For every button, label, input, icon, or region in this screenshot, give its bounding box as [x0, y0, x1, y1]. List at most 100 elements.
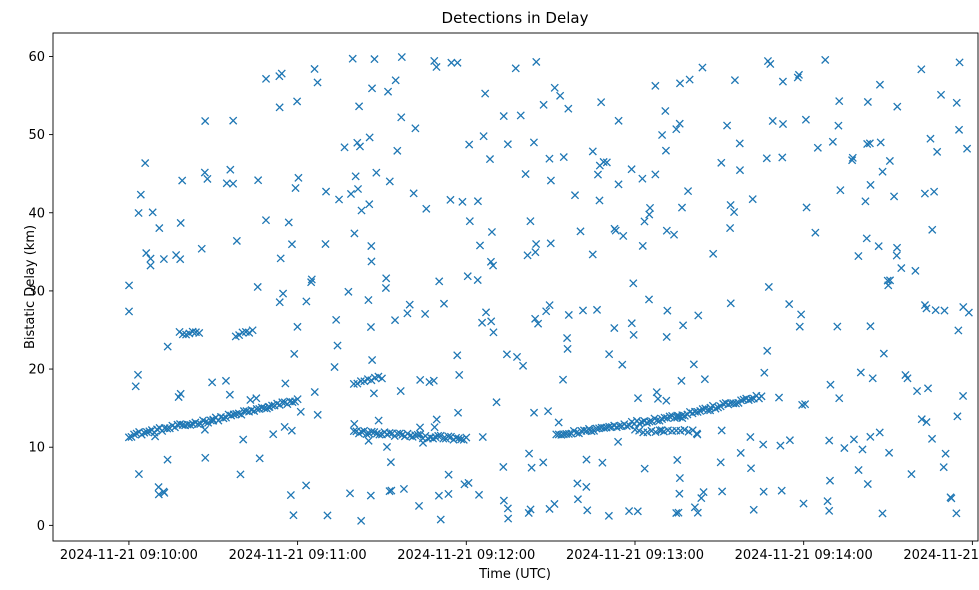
detection-point	[178, 176, 187, 185]
detection-point	[229, 116, 238, 125]
detection-point	[421, 309, 430, 318]
detection-point	[828, 137, 837, 146]
detection-point	[573, 495, 582, 504]
detection-point	[597, 98, 606, 107]
detection-point	[124, 307, 134, 316]
detection-point	[653, 394, 663, 403]
detection-point	[163, 424, 172, 433]
detection-point	[875, 80, 885, 89]
x-axis-label: Time (UTC)	[478, 567, 551, 582]
detection-point	[365, 200, 374, 209]
detection-point	[689, 360, 698, 369]
detection-point	[518, 361, 528, 370]
detection-point	[353, 184, 363, 194]
detection-point	[651, 427, 660, 437]
x-tick-label: 2024-11-21 09:10:00	[60, 548, 198, 563]
detection-point	[545, 504, 554, 513]
detection-point	[615, 421, 624, 431]
detection-point	[694, 311, 703, 320]
detection-point	[614, 116, 623, 125]
detection-point	[405, 300, 414, 309]
detection-point	[281, 379, 290, 388]
detection-point	[351, 172, 360, 181]
detection-point	[876, 138, 885, 147]
detection-point	[255, 454, 264, 463]
detection-point	[367, 427, 376, 436]
detection-point	[289, 511, 298, 520]
detection-point	[455, 370, 464, 379]
detection-point	[563, 333, 572, 343]
detection-point	[610, 323, 619, 333]
y-axis: 0 10 20 30 40 50 60	[28, 50, 53, 534]
detection-point	[278, 398, 287, 407]
detection-point	[133, 370, 143, 379]
x-tick-label: 2024-11-21 09:11:00	[229, 548, 367, 563]
detection-point	[912, 387, 922, 396]
detection-point	[865, 139, 874, 148]
detection-point	[564, 310, 573, 320]
detection-point	[716, 458, 725, 467]
detection-point	[940, 306, 949, 315]
detection-point	[726, 200, 735, 210]
detection-point	[546, 176, 555, 185]
detection-point	[600, 423, 609, 433]
detection-point	[141, 159, 150, 168]
detection-point	[176, 255, 185, 264]
detection-point	[936, 90, 946, 99]
detection-point	[718, 487, 727, 496]
detection-point	[444, 432, 453, 441]
detection-point	[511, 64, 520, 73]
detection-point	[662, 396, 671, 405]
detection-point	[293, 97, 302, 106]
detection-point	[644, 295, 654, 304]
detection-point	[372, 168, 381, 177]
detection-point	[564, 104, 573, 113]
detection-point	[454, 434, 463, 443]
detection-point	[677, 376, 686, 385]
detection-point	[958, 391, 968, 401]
detection-point	[499, 462, 508, 472]
detection-point	[236, 470, 245, 479]
detection-point	[795, 322, 804, 331]
detection-point	[397, 52, 406, 62]
detection-point	[148, 208, 157, 217]
detection-point	[963, 144, 972, 153]
detection-point	[377, 374, 387, 383]
detection-point	[760, 368, 769, 377]
detection-point	[730, 76, 739, 85]
detection-point	[446, 195, 455, 204]
detection-point	[429, 376, 438, 385]
detection-point	[134, 470, 143, 479]
detection-point	[747, 395, 756, 404]
detection-point	[794, 70, 803, 79]
detection-point	[425, 378, 434, 387]
detection-point	[261, 216, 271, 225]
detection-point	[746, 432, 755, 442]
detection-point	[475, 241, 485, 250]
detection-point	[447, 58, 456, 67]
detection-point	[332, 315, 341, 324]
detection-point	[700, 375, 709, 384]
detection-point	[254, 176, 263, 185]
detection-point	[611, 226, 620, 235]
detection-point	[340, 143, 349, 152]
detection-point	[291, 183, 300, 193]
detection-point	[759, 440, 768, 449]
plot-frame	[52, 32, 979, 542]
detection-point	[532, 239, 541, 249]
detection-point	[146, 254, 155, 263]
detection-point	[134, 208, 143, 218]
y-tick-label: 20	[28, 363, 45, 378]
detection-point	[642, 418, 651, 427]
detection-point	[383, 87, 393, 96]
detection-point	[252, 394, 261, 403]
detection-point	[858, 445, 867, 454]
detection-point	[683, 187, 693, 196]
detection-point	[345, 489, 355, 498]
detection-point	[395, 429, 404, 438]
detection-point	[512, 352, 522, 362]
detection-point	[736, 448, 745, 457]
detection-point	[717, 426, 726, 435]
detection-point	[334, 195, 344, 204]
detection-point	[550, 83, 559, 92]
